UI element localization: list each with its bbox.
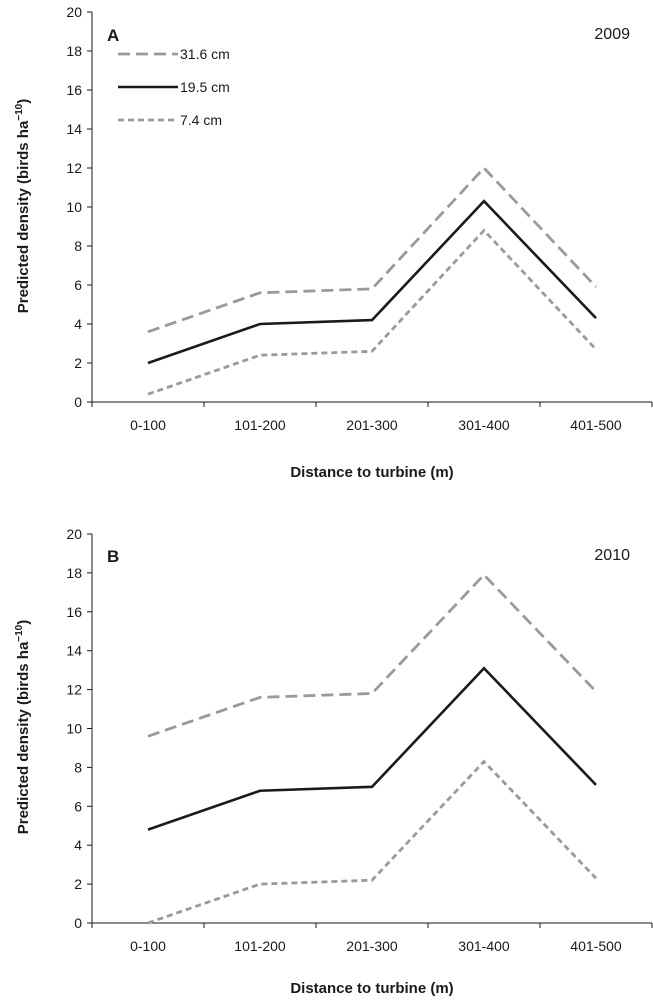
panel-b-y-tick-label: 4 bbox=[74, 837, 82, 853]
panel-a-y-tick-label: 2 bbox=[74, 355, 82, 371]
panel-b-y-axis-title: Predicted density (birds ha−10) bbox=[14, 620, 32, 835]
panel-a-x-tick-label: 0-100 bbox=[130, 417, 166, 433]
panel-b-y-tick-label: 20 bbox=[66, 526, 82, 542]
panel-b-y-tick-label: 10 bbox=[66, 721, 82, 737]
panel-b-series-7-4-cm bbox=[147, 759, 598, 925]
panel-a-y-axis-title: Predicted density (birds ha−10) bbox=[14, 99, 32, 314]
panel-a-y-tick-label: 8 bbox=[74, 238, 82, 254]
panel-a-series-7-4-cm bbox=[147, 228, 598, 396]
panel-b-label: B bbox=[107, 547, 119, 566]
panel-b-y-tick-label: 14 bbox=[66, 643, 82, 659]
panel-a-series-19-5-cm bbox=[147, 199, 597, 365]
panel-a-y-tick-label: 4 bbox=[74, 316, 82, 332]
panel-a-y-tick-label: 0 bbox=[74, 394, 82, 410]
panel-a-y-tick-label: 10 bbox=[66, 199, 82, 215]
panel-b-x-tick-label: 201-300 bbox=[346, 938, 398, 954]
panel-b-series-31-6-cm bbox=[147, 572, 598, 738]
panel-b-y-tick-label: 18 bbox=[66, 565, 82, 581]
panel-b-x-axis-title: Distance to turbine (m) bbox=[290, 980, 453, 997]
panel-b-x-tick-label: 401-500 bbox=[570, 938, 622, 954]
panel-b-y-tick-label: 2 bbox=[74, 876, 82, 892]
panel-a-y-tick-label: 18 bbox=[66, 43, 82, 59]
panel-b-series-19-5-cm bbox=[147, 666, 597, 831]
panel-a-x-tick-label: 201-300 bbox=[346, 417, 398, 433]
panel-b-year: 2010 bbox=[594, 547, 630, 564]
panel-a-x-tick-label: 301-400 bbox=[458, 417, 510, 433]
panel-a-y-tick-label: 6 bbox=[74, 277, 82, 293]
panel-b-y-tick-label: 0 bbox=[74, 915, 82, 931]
panel-a-label: A bbox=[107, 26, 119, 45]
panel-a-y-tick-label: 16 bbox=[66, 82, 82, 98]
panel-b-y-tick-label: 16 bbox=[66, 604, 82, 620]
panel-a-y-tick-label: 12 bbox=[66, 160, 82, 176]
panel-a-legend-label: 7.4 cm bbox=[180, 112, 222, 128]
panel-b-chart: B 2010 Distance to turbine (m) Predicted… bbox=[14, 526, 653, 997]
panel-a-x-axis-title: Distance to turbine (m) bbox=[290, 464, 453, 481]
panel-a-y-tick-label: 14 bbox=[66, 121, 82, 137]
panel-a-legend-label: 31.6 cm bbox=[180, 46, 230, 62]
panel-a-x-tick-label: 101-200 bbox=[234, 417, 286, 433]
panel-a-x-tick-label: 401-500 bbox=[570, 417, 622, 433]
panel-b-y-tick-label: 12 bbox=[66, 682, 82, 698]
panel-b-y-tick-label: 8 bbox=[74, 759, 82, 775]
panel-b-x-tick-label: 0-100 bbox=[130, 938, 166, 954]
panel-b-x-tick-label: 301-400 bbox=[458, 938, 510, 954]
panel-b-x-tick-label: 101-200 bbox=[234, 938, 286, 954]
panel-a-year: 2009 bbox=[594, 26, 630, 43]
panel-a-series-31-6-cm bbox=[147, 165, 598, 334]
panel-b-y-tick-label: 6 bbox=[74, 798, 82, 814]
panel-a-legend-label: 19.5 cm bbox=[180, 79, 230, 95]
panel-a-y-tick-label: 20 bbox=[66, 4, 82, 20]
panel-a-chart: A 2009 Distance to turbine (m) Predicted… bbox=[14, 4, 653, 481]
